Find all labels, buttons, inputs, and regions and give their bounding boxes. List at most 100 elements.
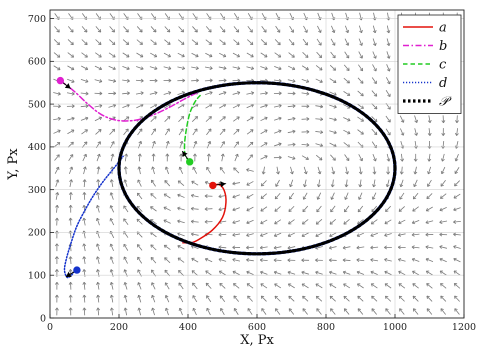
field-arrow [109, 179, 114, 188]
field-arrow [135, 78, 144, 83]
field-arrow [122, 65, 130, 71]
field-arrow [454, 167, 460, 174]
field-arrow [219, 39, 226, 45]
field-arrow [302, 295, 309, 302]
field-arrow [67, 26, 74, 33]
field-arrow [178, 269, 184, 277]
field-arrow [163, 91, 172, 95]
field-arrow [69, 179, 73, 188]
field-arrow [96, 205, 100, 213]
field-arrow [123, 307, 128, 316]
field-arrow [317, 166, 322, 175]
field-arrow [109, 243, 114, 252]
field-arrow [94, 91, 103, 96]
y-axis-label: Y, Px [6, 148, 21, 181]
field-arrow [358, 25, 363, 34]
field-arrow [274, 116, 282, 121]
field-arrow [371, 192, 377, 200]
field-arrow [287, 104, 296, 108]
field-arrow [82, 179, 87, 188]
y-tick-label: 600 [28, 57, 46, 68]
field-arrow [357, 295, 364, 302]
legend-item: b [403, 39, 447, 54]
field-arrow [439, 257, 447, 263]
field-arrow [82, 230, 87, 239]
field-arrow [204, 78, 213, 83]
field-arrow [205, 103, 213, 109]
field-arrow [287, 270, 296, 275]
field-arrow [124, 153, 129, 162]
field-arrow [232, 52, 240, 58]
field-arrow [275, 308, 281, 315]
field-arrow [137, 307, 142, 316]
field-arrow [108, 103, 116, 108]
field-arrow [219, 116, 226, 122]
field-arrow [260, 193, 268, 199]
field-arrow [150, 116, 157, 122]
field-arrow [137, 179, 142, 187]
field-arrow [259, 258, 268, 263]
field-arrow [164, 166, 169, 175]
field-arrow [95, 52, 102, 58]
field-arrow [357, 129, 364, 135]
field-arrow [411, 257, 420, 262]
field-arrow [137, 153, 142, 162]
field-arrow [372, 51, 377, 59]
field-arrow [246, 206, 254, 212]
field-arrow [205, 91, 213, 96]
field-arrow [344, 192, 349, 200]
field-arrow [385, 205, 391, 213]
field-arrow [137, 256, 143, 264]
field-arrow [137, 282, 142, 290]
field-arrow [109, 294, 114, 303]
field-arrow [344, 179, 349, 188]
field-arrow [273, 245, 282, 250]
field-arrow [384, 233, 392, 237]
field-arrow [136, 52, 144, 58]
field-arrow [96, 307, 101, 316]
field-arrow [53, 91, 61, 96]
field-arrow [165, 140, 170, 149]
field-arrow [247, 26, 253, 33]
field-arrow [246, 181, 254, 186]
field-arrow [315, 130, 324, 135]
field-arrow [397, 233, 406, 237]
field-arrow [206, 166, 212, 174]
field-arrow [386, 25, 391, 34]
field-arrow [287, 232, 296, 238]
field-arrow [82, 269, 87, 277]
field-arrow [384, 219, 392, 225]
field-arrow [301, 155, 309, 161]
legend-label: d [439, 76, 447, 91]
field-arrow [163, 219, 171, 224]
field-arrow [150, 193, 157, 199]
field-arrow [81, 39, 88, 46]
field-arrow [287, 79, 296, 83]
field-arrow [177, 193, 185, 198]
field-arrow [163, 52, 171, 58]
field-arrow [358, 154, 363, 162]
field-arrow [384, 270, 392, 276]
field-arrow [204, 207, 213, 211]
field-arrow [178, 26, 184, 33]
field-arrow [122, 103, 130, 109]
field-arrow [179, 153, 184, 162]
field-arrow [233, 39, 240, 45]
field-arrow [246, 233, 254, 237]
field-arrow [232, 207, 240, 212]
field-arrow [356, 232, 365, 237]
field-arrow [82, 204, 87, 213]
field-arrow [232, 194, 240, 199]
field-arrow [329, 283, 337, 289]
field-arrow [94, 79, 103, 83]
field-arrow [425, 220, 434, 225]
field-arrow [331, 166, 336, 175]
field-arrow [68, 192, 73, 200]
field-arrow [425, 257, 434, 263]
field-arrow [384, 283, 392, 289]
field-arrow [370, 245, 379, 250]
field-arrow [343, 308, 350, 315]
field-arrow [191, 180, 199, 186]
field-arrow [453, 283, 461, 289]
